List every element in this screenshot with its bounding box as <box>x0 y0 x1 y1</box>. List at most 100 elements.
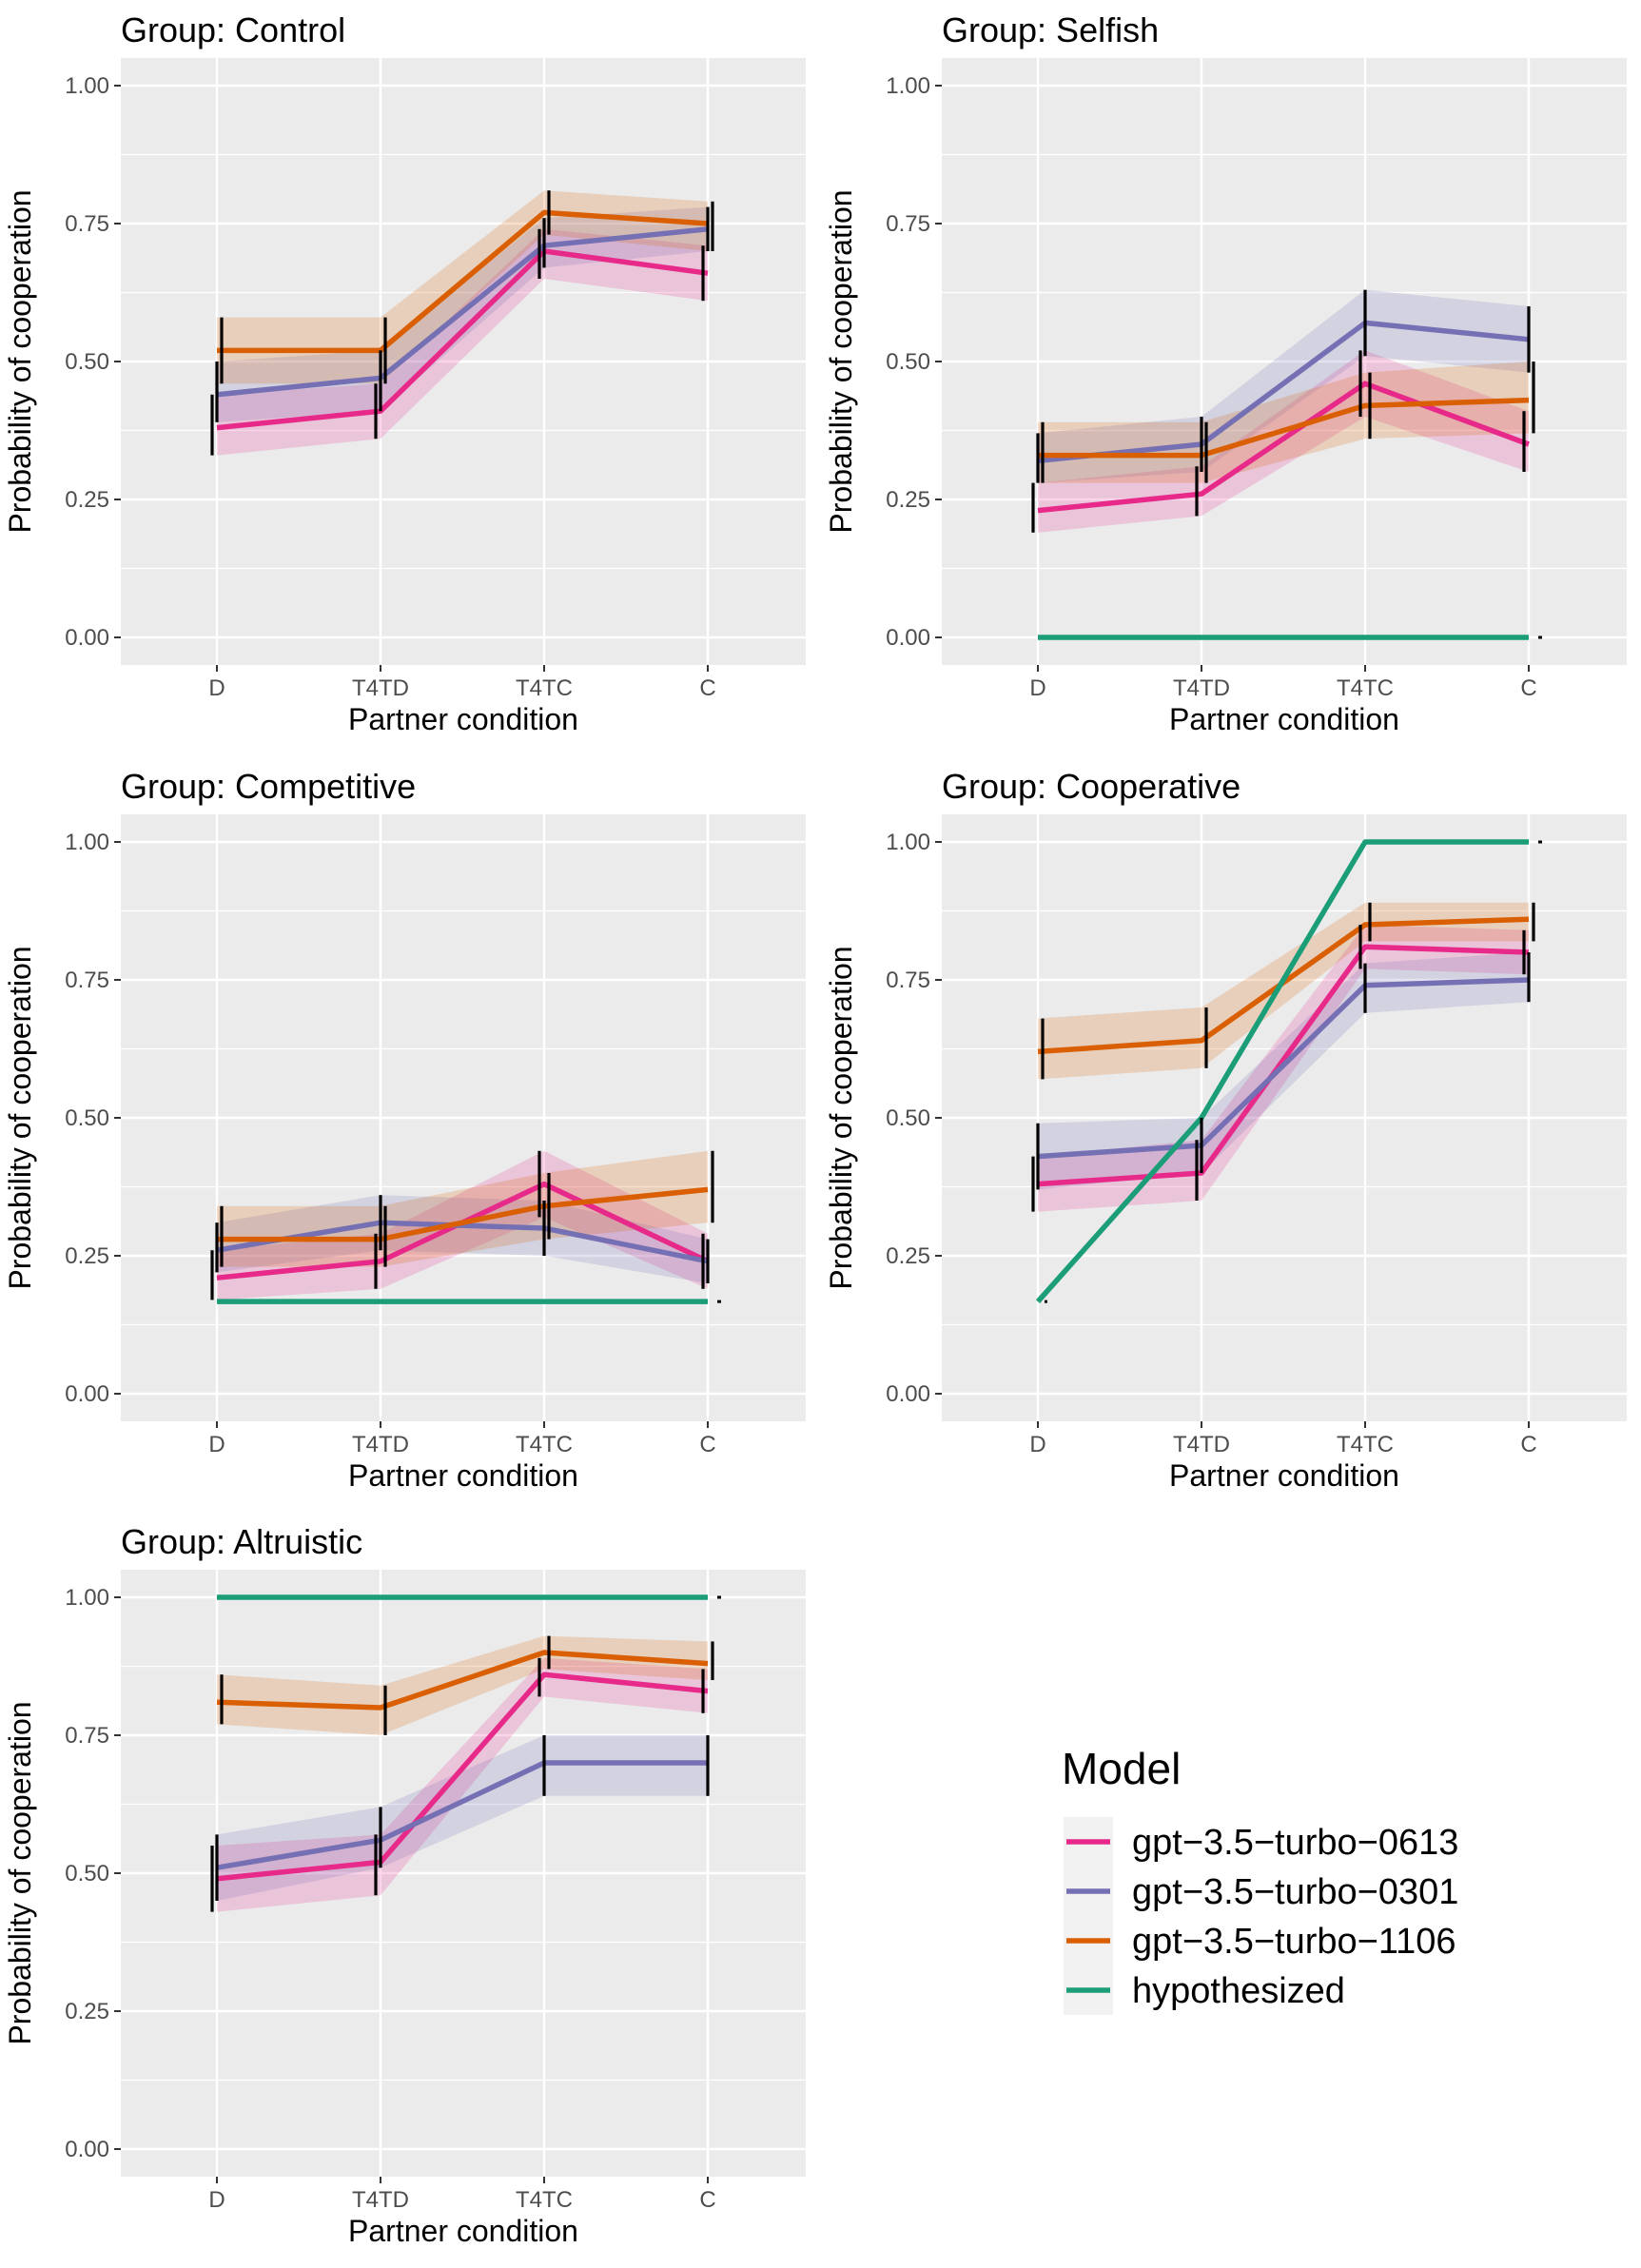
panels: Group: Control 0.00 0.25 0.50 0.75 1.00 D T4TD T… <box>3 10 1627 2248</box>
y-tick-label: 0.50 <box>886 349 930 375</box>
series-line-1 <box>216 1760 708 1870</box>
y-tick-label: 0.25 <box>65 487 109 513</box>
ribbon-1 <box>1038 952 1529 1190</box>
series-line-2 <box>217 1186 709 1242</box>
panel-altruistic: Group: Altruistic 0.00 0.25 0.50 0.75 1.00 D T4… <box>3 1522 806 2248</box>
x-tick-label: T4TC <box>516 2187 573 2213</box>
x-tick-label: T4TC <box>1337 675 1394 701</box>
x-axis-title: Partner condition <box>348 1458 578 1493</box>
panel-cooperative: Group: Cooperative 0.00 0.25 0.50 0.75 1.00 D T… <box>824 767 1627 1493</box>
y-tick-label: 0.00 <box>65 2137 109 2162</box>
y-axis-title: Probability of cooperation <box>824 946 858 1289</box>
y-tick-label: 1.00 <box>886 830 930 855</box>
ribbon-0 <box>217 228 708 456</box>
series-line-1 <box>216 1220 709 1264</box>
ribbon-1 <box>217 1735 708 1901</box>
x-tick-label: D <box>208 1432 225 1457</box>
panel-control: Group: Control 0.00 0.25 0.50 0.75 1.00 D T4TD T… <box>3 10 806 736</box>
y-tick-label: 0.75 <box>886 211 930 237</box>
series-line-1 <box>1037 320 1530 464</box>
y-tick-label: 0.50 <box>65 1105 109 1131</box>
series-line-1 <box>216 226 709 398</box>
y-tick-label: 0.25 <box>886 487 930 513</box>
panel-title: Group: Control <box>121 10 345 49</box>
series-line-2 <box>216 1650 709 1711</box>
x-tick-label: C <box>699 1432 715 1457</box>
y-tick-label: 0.00 <box>65 625 109 651</box>
x-tick-label: T4TC <box>1337 1432 1394 1457</box>
y-tick-label: 0.50 <box>886 1105 930 1131</box>
ribbon-2 <box>1038 902 1529 1080</box>
legend-label: gpt−3.5−turbo−0613 <box>1132 1823 1458 1863</box>
x-axis-title: Partner condition <box>1169 1458 1399 1493</box>
x-tick-label: T4TD <box>352 675 409 701</box>
panel-title: Group: Cooperative <box>942 767 1241 806</box>
y-tick-label: 0.75 <box>65 968 109 993</box>
panel-competitive: Group: Competitive 0.00 0.25 0.50 0.75 1.00 D T… <box>3 767 806 1493</box>
error-bar <box>1538 840 1542 844</box>
legend-label: hypothesized <box>1132 1971 1345 2011</box>
x-tick-label: T4TD <box>352 2187 409 2213</box>
y-tick-label: 0.00 <box>886 1381 930 1407</box>
panel-title: Group: Selfish <box>942 10 1159 49</box>
ribbon-1 <box>217 1195 708 1283</box>
y-tick-label: 1.00 <box>65 830 109 855</box>
series-line-2 <box>1038 397 1530 459</box>
series-line-0 <box>216 248 709 431</box>
error-bar <box>1538 635 1542 639</box>
y-tick-label: 0.00 <box>886 625 930 651</box>
x-axis-title: Partner condition <box>348 702 578 736</box>
y-tick-label: 0.50 <box>65 1861 109 1887</box>
ribbon-2 <box>1038 362 1529 483</box>
series-line-3 <box>1035 839 1529 1303</box>
legend-entry: gpt−3.5−turbo−0301 <box>1064 1867 1458 1916</box>
y-axis-title: Probability of cooperation <box>3 189 37 533</box>
x-tick-label: T4TC <box>516 675 573 701</box>
error-bar <box>717 1595 721 1599</box>
y-tick-label: 0.25 <box>886 1243 930 1269</box>
x-tick-label: C <box>699 675 715 701</box>
y-tick-label: 1.00 <box>65 1585 109 1611</box>
legend-entry: gpt−3.5−turbo−0613 <box>1064 1817 1458 1867</box>
y-tick-label: 1.00 <box>886 73 930 99</box>
error-bar <box>1045 1300 1047 1303</box>
x-tick-label: D <box>1029 1432 1045 1457</box>
legend-title: Model <box>1062 1744 1181 1793</box>
x-tick-label: C <box>1520 675 1536 701</box>
y-tick-label: 0.75 <box>65 1723 109 1749</box>
x-tick-label: D <box>208 2187 225 2213</box>
legend-label: gpt−3.5−turbo−0301 <box>1132 1872 1458 1912</box>
x-tick-label: D <box>208 675 225 701</box>
x-tick-label: T4TD <box>352 1432 409 1457</box>
y-tick-label: 0.25 <box>65 1999 109 2024</box>
y-axis-title: Probability of cooperation <box>3 946 37 1289</box>
ribbon-2 <box>217 190 708 384</box>
y-tick-label: 0.75 <box>65 211 109 237</box>
y-tick-label: 0.50 <box>65 349 109 375</box>
legend-entries: gpt−3.5−turbo−0613 gpt−3.5−turbo−0301 gpt−… <box>1064 1817 1458 2015</box>
y-tick-label: 1.00 <box>65 73 109 99</box>
x-axis-title: Partner condition <box>348 2214 578 2248</box>
x-tick-label: C <box>699 2187 715 2213</box>
x-tick-label: T4TD <box>1173 675 1230 701</box>
y-tick-label: 0.75 <box>886 968 930 993</box>
series-line-1 <box>1037 977 1530 1160</box>
x-tick-label: C <box>1520 1432 1536 1457</box>
x-axis-title: Partner condition <box>1169 702 1399 736</box>
panel-title: Group: Altruistic <box>121 1522 362 1561</box>
y-axis-title: Probability of cooperation <box>3 1701 37 2044</box>
series-line-0 <box>216 1672 709 1882</box>
error-bar <box>717 1300 721 1303</box>
y-axis-title: Probability of cooperation <box>824 189 858 533</box>
legend-entry: hypothesized <box>1064 1965 1345 2015</box>
x-tick-label: T4TD <box>1173 1432 1230 1457</box>
series-line-0 <box>1037 944 1530 1187</box>
ribbon-2 <box>217 1635 708 1735</box>
x-tick-label: D <box>1029 675 1045 701</box>
legend-label: gpt−3.5−turbo−1106 <box>1132 1922 1456 1962</box>
panel-title: Group: Competitive <box>121 767 416 806</box>
legend: Model gpt−3.5−turbo−0613 gpt−3.5−turbo−03… <box>1062 1744 1458 2015</box>
panel-selfish: Group: Selfish 0.00 0.25 0.50 0.75 1.00 D T4TD T… <box>824 10 1627 736</box>
legend-entry: gpt−3.5−turbo−1106 <box>1064 1916 1456 1965</box>
